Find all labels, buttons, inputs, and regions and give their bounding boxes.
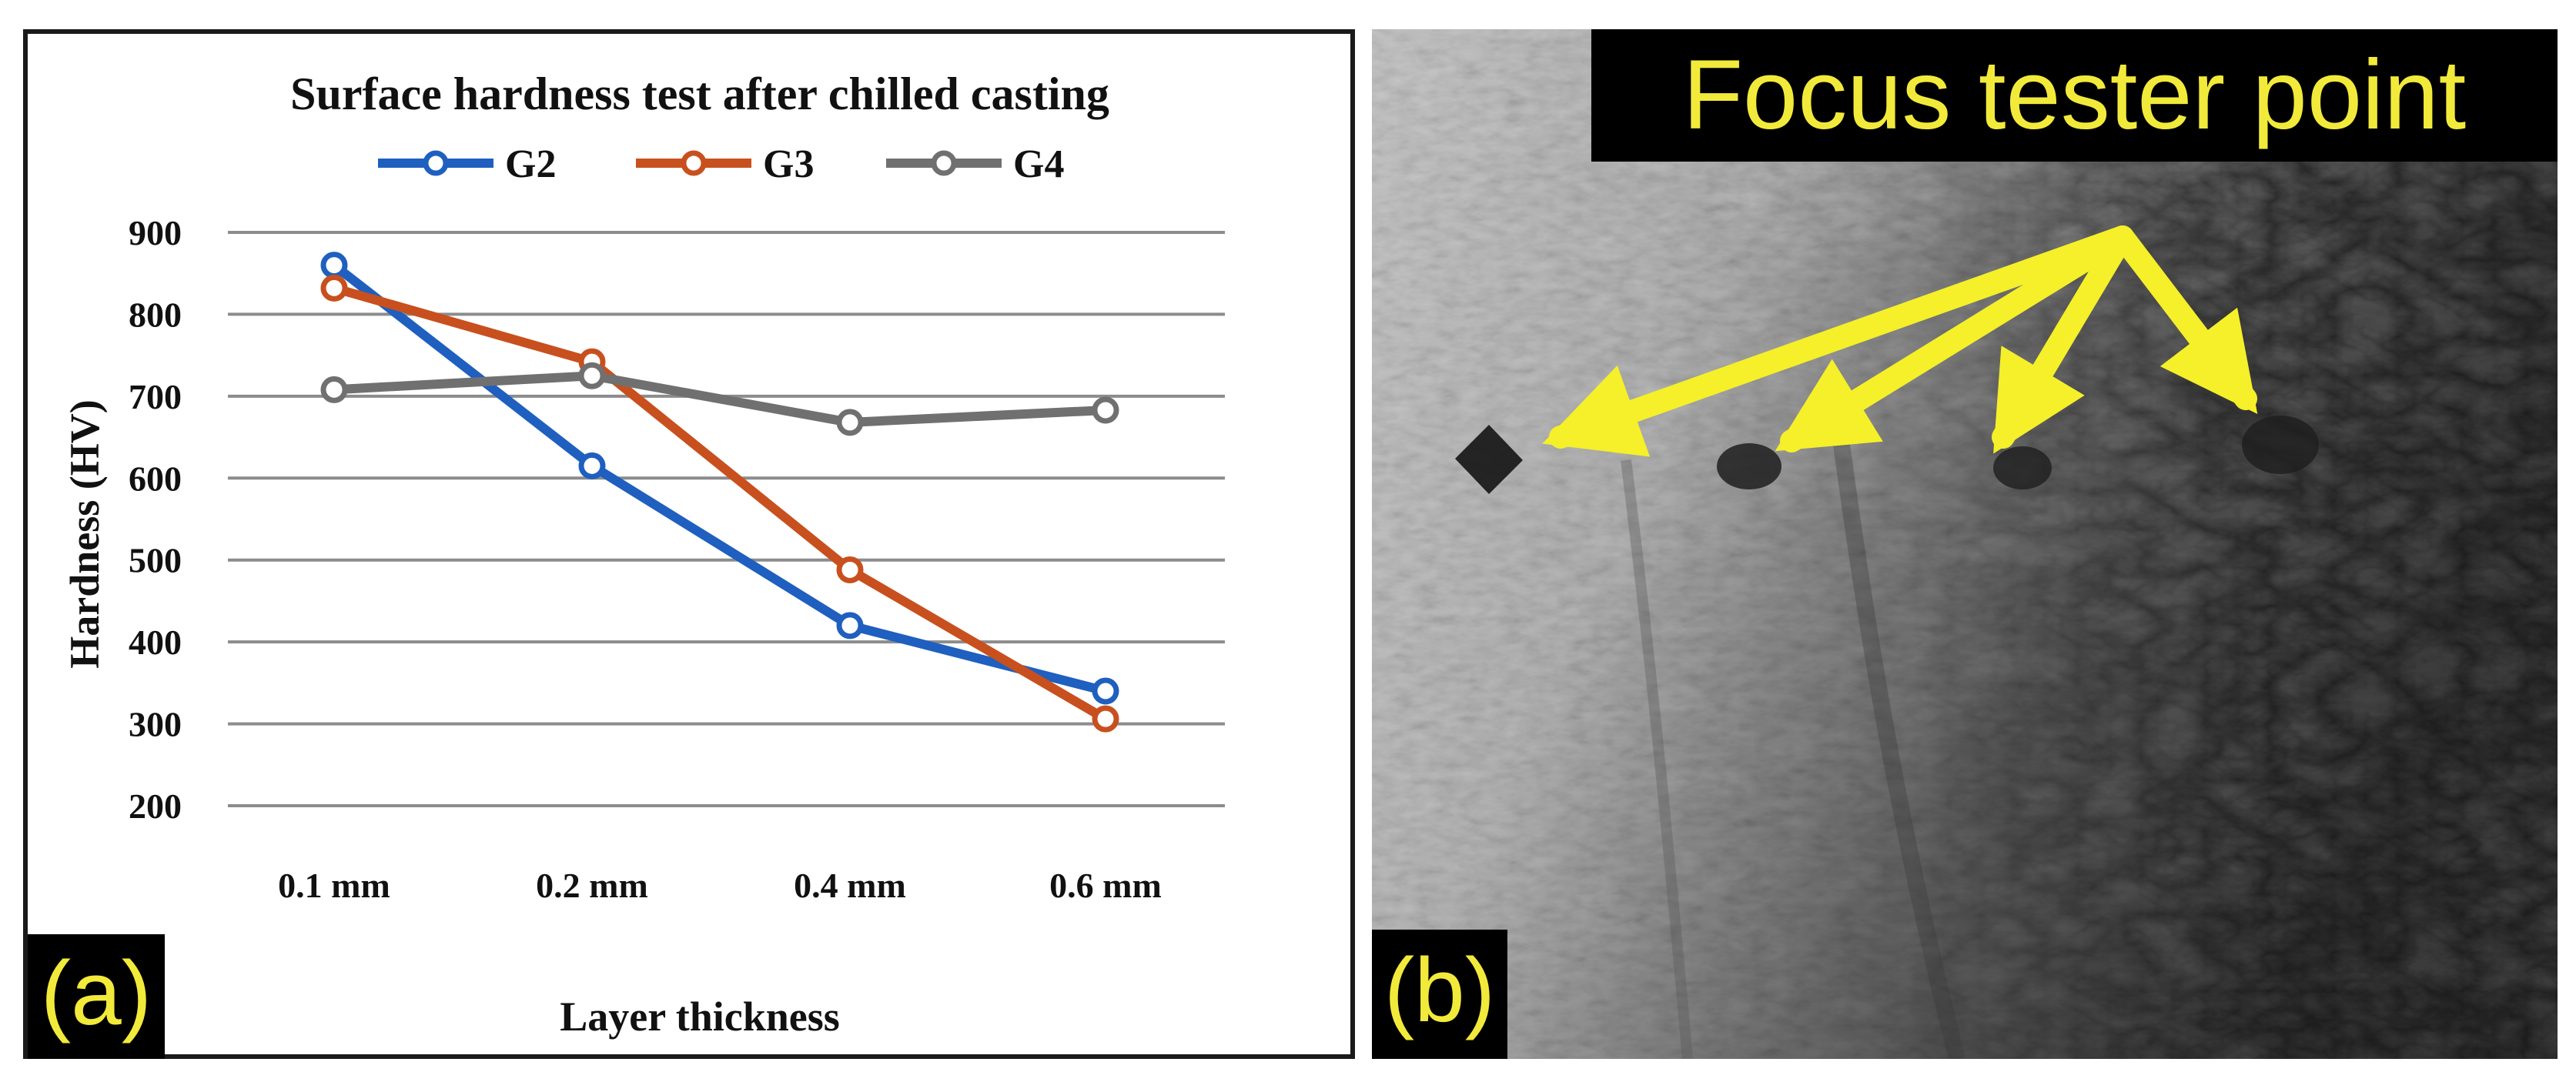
data-point — [836, 556, 864, 583]
series-line — [333, 283, 1109, 723]
data-point — [320, 376, 348, 403]
series-g4 — [320, 362, 1119, 436]
legend-entry-g2: G2 — [378, 142, 556, 186]
y-tick-label: 700 — [129, 377, 182, 416]
micrograph-panel-b: Focus tester point (b) — [1372, 29, 2558, 1059]
hardness-line-chart: Surface hardness test after chilled cast… — [62, 68, 1225, 1040]
data-point — [1092, 396, 1119, 424]
micrograph-image — [1372, 29, 2558, 1059]
focus-tester-point-banner: Focus tester point — [1591, 29, 2558, 162]
y-tick-label: 400 — [129, 623, 182, 662]
data-series — [320, 252, 1119, 733]
panel-label-b: (b) — [1372, 930, 1507, 1059]
y-tick-label: 300 — [129, 705, 182, 744]
pointer-arrows — [1542, 225, 2258, 457]
x-tick-label: 0.4 mm — [794, 866, 906, 905]
gridlines — [228, 231, 1225, 807]
data-point — [578, 362, 606, 389]
legend-swatch-marker — [423, 150, 449, 176]
indent-marks — [1455, 416, 2319, 494]
x-tick-labels: 0.1 mm 0.2 mm 0.4 mm 0.6 mm — [278, 866, 1162, 905]
y-tick-label: 900 — [129, 213, 182, 252]
legend-label: G4 — [1013, 142, 1064, 186]
data-point — [1092, 705, 1119, 733]
x-axis-title: Layer thickness — [560, 993, 840, 1040]
series-g2 — [320, 252, 1119, 705]
series-line — [331, 261, 1107, 696]
legend: G2 G3 G4 — [378, 142, 1064, 186]
y-axis-title: Hardness (HV) — [62, 399, 108, 669]
x-tick-label: 0.1 mm — [278, 866, 390, 905]
legend-swatch-marker — [681, 150, 707, 176]
y-tick-label: 500 — [129, 541, 182, 580]
data-point — [320, 274, 348, 302]
legend-label: G3 — [763, 142, 814, 186]
y-tick-labels: 900 800 700 600 500 400 300 200 — [129, 213, 182, 826]
chart-title: Surface hardness test after chilled cast… — [290, 68, 1109, 119]
data-point — [320, 252, 348, 279]
y-tick-label: 200 — [129, 786, 182, 826]
x-tick-label: 0.6 mm — [1049, 866, 1162, 905]
data-point — [578, 452, 606, 479]
legend-label: G2 — [505, 142, 556, 186]
data-point — [836, 409, 864, 436]
data-point — [836, 612, 864, 640]
series-line — [333, 371, 1106, 427]
legend-swatch-marker — [931, 150, 957, 176]
data-point — [1092, 677, 1119, 705]
legend-entry-g3: G3 — [636, 142, 814, 186]
legend-entry-g4: G4 — [886, 142, 1064, 186]
panel-label-a: (a) — [28, 934, 165, 1059]
y-tick-label: 800 — [129, 295, 182, 334]
x-tick-label: 0.2 mm — [536, 866, 648, 905]
y-tick-label: 600 — [129, 459, 182, 498]
chart-panel-a: Surface hardness test after chilled cast… — [23, 29, 1355, 1059]
